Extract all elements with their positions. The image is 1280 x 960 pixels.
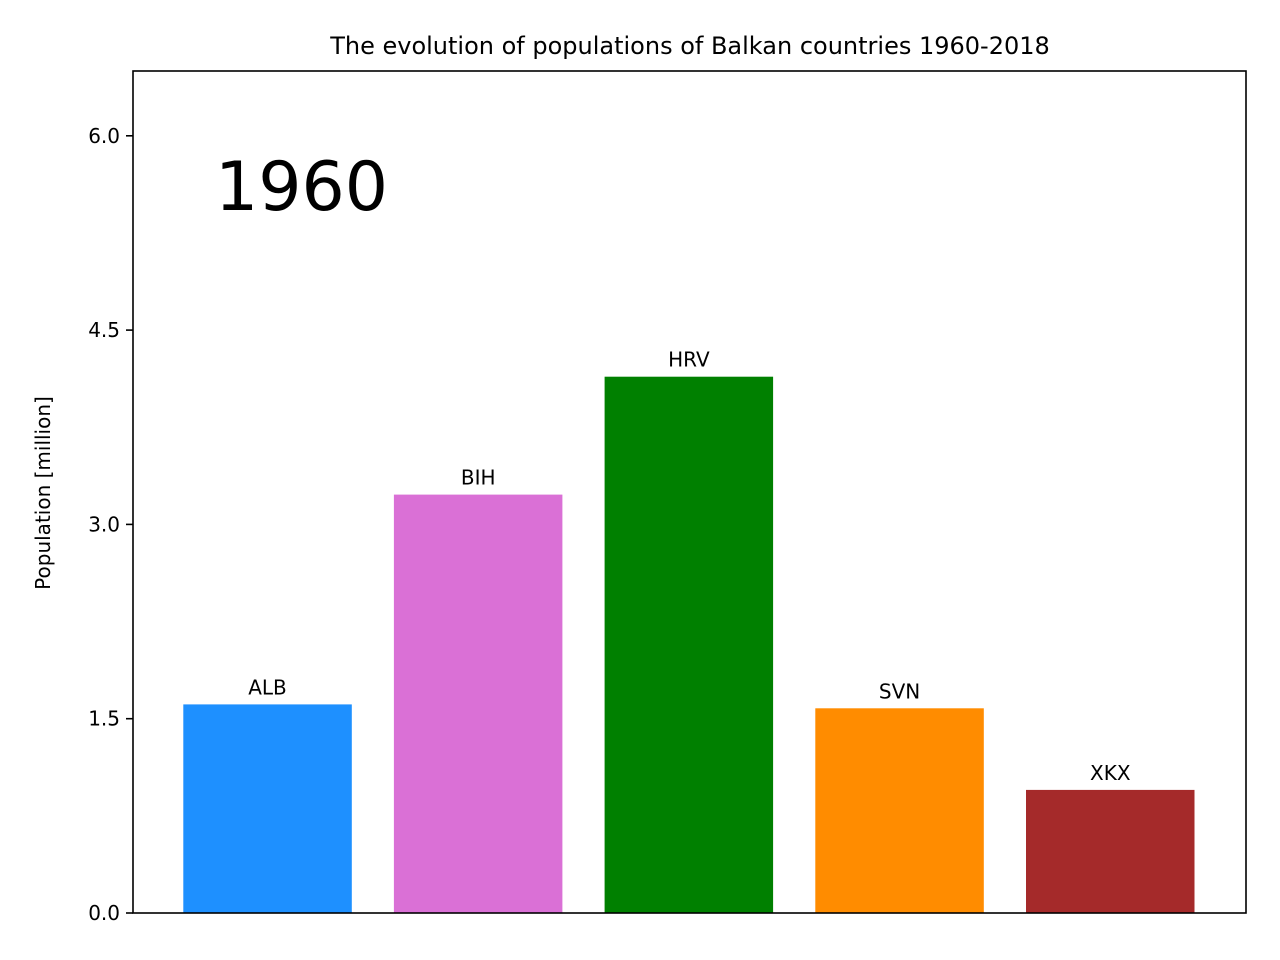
bars-layer [183,376,1195,913]
bar-bih [393,494,563,913]
bar-label-svn: SVN [879,679,920,703]
bar-label-hrv: HRV [668,348,710,372]
y-tick-label: 6.0 [88,124,120,148]
bar-label-xkx: XKX [1090,761,1131,785]
bar-labels-layer: ALB BIH HRV SVN XKX [248,348,1131,785]
bar-label-bih: BIH [461,466,496,490]
plot-area-frame [132,70,1247,914]
y-tick-label: 1.5 [88,707,120,731]
bar-svn [815,708,984,913]
y-axis-label: Population [million] [31,396,55,590]
y-tick-label: 4.5 [88,318,120,342]
y-axis-ticks: 0.0 1.5 3.0 4.5 6.0 [88,124,133,925]
bar-hrv [604,376,774,913]
bar-xkx [1026,789,1195,913]
bar-label-alb: ALB [248,675,287,699]
year-annotation: 1960 [215,148,388,227]
chart-title: The evolution of populations of Balkan c… [329,32,1050,60]
y-tick-label: 3.0 [88,512,120,536]
bar-alb [183,704,352,913]
y-tick-label: 0.0 [88,901,120,925]
